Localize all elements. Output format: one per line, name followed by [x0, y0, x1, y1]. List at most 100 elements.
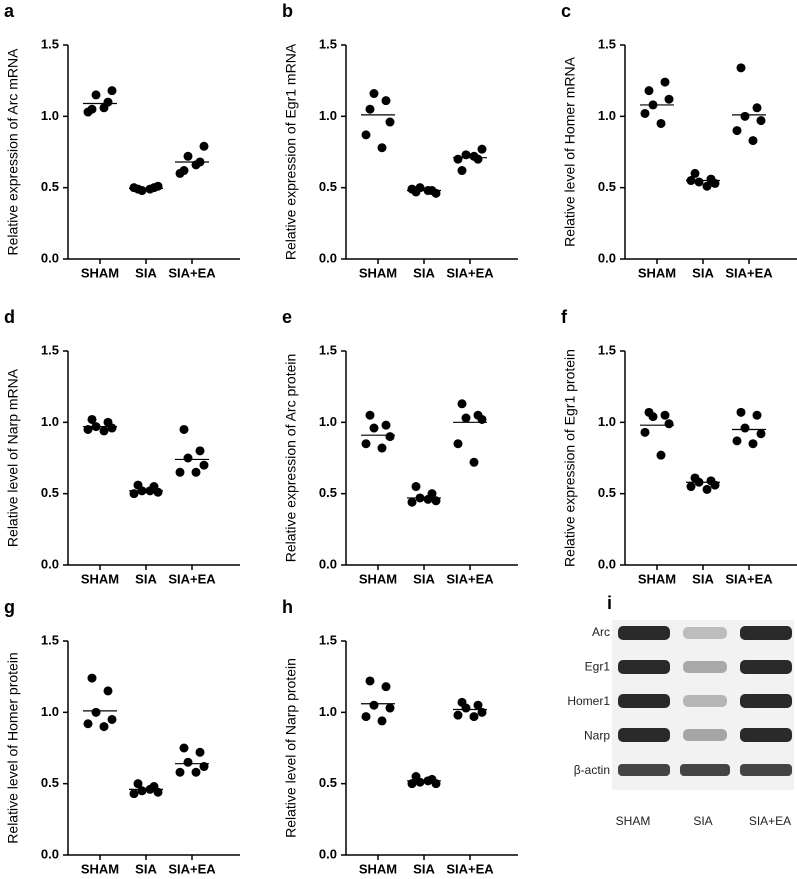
data-point [415, 183, 425, 193]
x-tick-label: SHAM [359, 861, 397, 876]
panel-letter: i [607, 593, 612, 613]
data-point [361, 439, 371, 449]
data-point [153, 487, 163, 497]
data-point [191, 160, 201, 170]
data-point [107, 86, 117, 96]
data-point [660, 77, 670, 87]
blot-row-label: Narp [584, 729, 610, 743]
blot-row-label: Homer1 [567, 694, 610, 708]
x-tick-label: SHAM [638, 571, 676, 586]
data-point [191, 767, 201, 777]
data-point [732, 126, 742, 136]
panel-letter: c [561, 1, 571, 21]
y-tick-label: 0.0 [598, 556, 616, 571]
panel-letter: b [282, 1, 293, 21]
y-tick-label: 1.5 [319, 36, 337, 51]
data-point [407, 184, 417, 194]
panel-letter: d [4, 307, 15, 327]
data-point [644, 86, 654, 96]
data-point [91, 90, 101, 100]
data-point [137, 786, 147, 796]
data-point [99, 103, 109, 113]
data-point [195, 446, 205, 456]
data-point [183, 151, 193, 161]
data-point [385, 703, 395, 713]
data-point [199, 141, 209, 151]
y-tick-label: 1.5 [41, 342, 59, 357]
x-tick-label: SIA [413, 861, 435, 876]
panel: c Relative level of Homer mRNA 0.0 0.5 1.0 1.… [561, 1, 797, 280]
data-point [385, 432, 395, 442]
y-axis-label: Relative expression of Arc mRNA [5, 48, 21, 256]
y-tick-label: 1.0 [598, 414, 616, 429]
x-tick-label: SHAM [359, 265, 397, 280]
y-tick-label: 0.0 [319, 250, 337, 265]
data-point [377, 143, 387, 153]
panel: a Relative expression of Arc mRNA 0.0 0.5 1.… [4, 1, 240, 280]
x-tick-label: SIA [135, 861, 157, 876]
y-tick-label: 0.5 [319, 485, 337, 500]
x-tick-label: SHAM [81, 265, 119, 280]
data-point [153, 181, 163, 191]
data-point [129, 183, 139, 193]
data-point [99, 722, 109, 732]
data-point [369, 700, 379, 710]
data-point [756, 116, 766, 126]
data-point [153, 787, 163, 797]
data-point [461, 703, 471, 713]
data-point [369, 423, 379, 433]
y-tick-label: 1.0 [41, 108, 59, 123]
data-point [664, 419, 674, 429]
data-point [469, 151, 479, 161]
data-point [752, 410, 762, 420]
x-tick-label: SIA+EA [725, 265, 773, 280]
y-tick-label: 0.0 [319, 556, 337, 571]
data-point [369, 89, 379, 99]
data-point [133, 779, 143, 789]
data-point [748, 439, 758, 449]
data-point [660, 410, 670, 420]
data-point [473, 700, 483, 710]
band [683, 729, 727, 741]
y-tick-label: 1.0 [319, 108, 337, 123]
x-tick-label: SIA+EA [168, 571, 216, 586]
data-point [736, 63, 746, 73]
panel-letter: a [4, 1, 15, 21]
data-point [656, 450, 666, 460]
y-tick-label: 1.0 [319, 414, 337, 429]
x-tick-label: SHAM [81, 571, 119, 586]
y-axis-label: Relative level of Homer protein [5, 652, 21, 843]
y-axis-label: Relative level of Narp mRNA [5, 368, 21, 547]
x-tick-label: SHAM [81, 861, 119, 876]
band [618, 764, 670, 776]
data-point [411, 482, 421, 492]
y-tick-label: 0.5 [319, 179, 337, 194]
band [740, 728, 792, 742]
y-tick-label: 0.0 [41, 846, 59, 861]
band [618, 694, 670, 708]
data-point [381, 420, 391, 430]
data-point [732, 436, 742, 446]
x-tick-label: SIA+EA [168, 861, 216, 876]
y-tick-label: 1.0 [41, 704, 59, 719]
data-point [461, 413, 471, 423]
y-tick-label: 0.5 [598, 179, 616, 194]
data-point [407, 779, 417, 789]
data-point [740, 111, 750, 121]
data-point [457, 399, 467, 409]
data-point [107, 714, 117, 724]
x-tick-label: SIA [413, 571, 435, 586]
x-tick-label: SIA+EA [446, 571, 494, 586]
y-axis-label: Relative level of Homer mRNA [562, 56, 578, 246]
panel: h Relative level of Narp protein 0.0 0.5 1.0… [282, 597, 518, 876]
data-point [431, 779, 441, 789]
data-point [381, 96, 391, 106]
panel: f Relative expression of Egr1 protein 0.0 0… [561, 307, 797, 586]
data-point [365, 410, 375, 420]
data-point [91, 707, 101, 717]
data-point [361, 130, 371, 140]
y-tick-label: 0.5 [319, 775, 337, 790]
x-tick-label: SHAM [359, 571, 397, 586]
data-point [137, 186, 147, 196]
data-point [736, 407, 746, 417]
